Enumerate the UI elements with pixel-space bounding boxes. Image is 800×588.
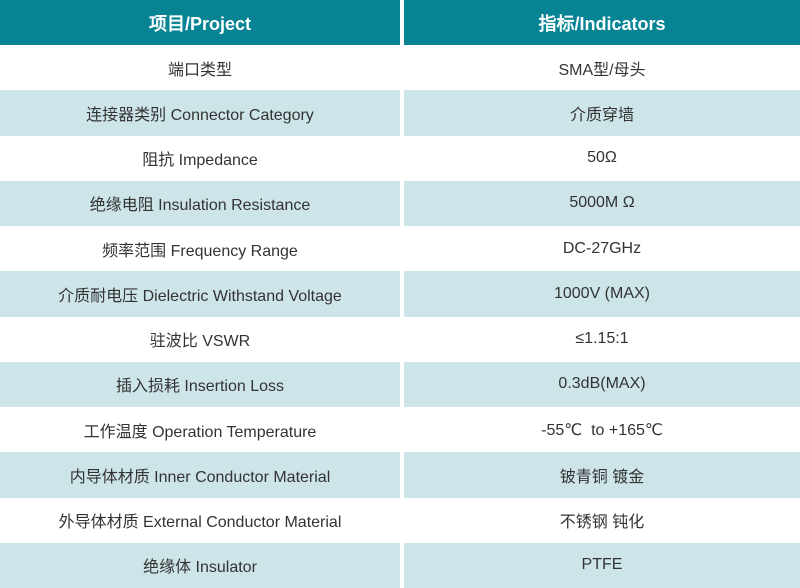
project-cell: 驻波比 VSWR	[149, 333, 251, 351]
indicator-cell: 0.3dB(MAX)	[400, 361, 800, 407]
table-row: 插入损耗 Insertion Loss 0.3dB(MAX)	[0, 361, 800, 407]
indicator-cell: DC-27GHz	[400, 226, 800, 272]
indicator-cell: -55℃ to +165℃	[400, 407, 800, 453]
project-cell: 插入损耗 Insertion Loss	[115, 378, 285, 396]
table-row: 连接器类别 Connector Category 介质穿墙	[0, 90, 800, 136]
project-cell: 端口类型	[167, 61, 232, 79]
table-row: 频率范围 Frequency Range DC-27GHz	[0, 226, 800, 272]
indicator-cell: 铍青铜 镀金	[400, 452, 800, 498]
indicator-cell: 介质穿墙	[400, 90, 800, 136]
table-row: 绝缘体 Insulator PTFE	[0, 542, 800, 588]
table-row: 内导体材质 Inner Conductor Material 铍青铜 镀金	[0, 452, 800, 498]
header-cell-project: 项目/Project	[148, 13, 252, 34]
indicator-cell: PTFE	[400, 542, 800, 588]
project-cell: 频率范围 Frequency Range	[102, 242, 298, 260]
header-cell-indicators: 指标/Indicators	[400, 0, 800, 45]
indicator-cell: 50Ω	[400, 135, 800, 181]
project-cell: 连接器类别 Connector Category	[86, 106, 314, 124]
table-row: 外导体材质 External Conductor Material 不锈钢 钝化	[0, 497, 800, 543]
table-row: 端口类型 SMA型/母头	[0, 45, 800, 91]
table-row: 绝缘电阻 Insulation Resistance 5000M Ω	[0, 180, 800, 226]
indicator-cell: 不锈钢 钝化	[400, 497, 800, 543]
project-cell: 绝缘体 Insulator	[143, 559, 257, 577]
project-cell: 外导体材质 External Conductor Material	[58, 514, 342, 532]
table-row: 介质耐电压 Dielectric Withstand Voltage 1000V…	[0, 271, 800, 317]
project-cell: 工作温度 Operation Temperature	[83, 423, 317, 441]
table-row: 驻波比 VSWR ≤1.15:1	[0, 316, 800, 362]
indicator-cell: 1000V (MAX)	[400, 271, 800, 317]
indicator-cell: ≤1.15:1	[400, 316, 800, 362]
project-cell: 介质耐电压 Dielectric Withstand Voltage	[58, 287, 342, 305]
table-row: 阻抗 Impedance 50Ω	[0, 135, 800, 181]
project-cell: 阻抗 Impedance	[142, 152, 258, 170]
project-cell: 内导体材质 Inner Conductor Material	[69, 468, 331, 486]
indicator-cell: 5000M Ω	[400, 180, 800, 226]
table-row: 工作温度 Operation Temperature -55℃ to +165℃	[0, 407, 800, 453]
project-cell: 绝缘电阻 Insulation Resistance	[89, 197, 311, 215]
table-body: 端口类型 SMA型/母头 连接器类别 Connector Category 介质…	[0, 45, 800, 588]
table-header-row: 项目/Project 指标/Indicators	[0, 0, 800, 45]
indicator-cell: SMA型/母头	[400, 45, 800, 91]
